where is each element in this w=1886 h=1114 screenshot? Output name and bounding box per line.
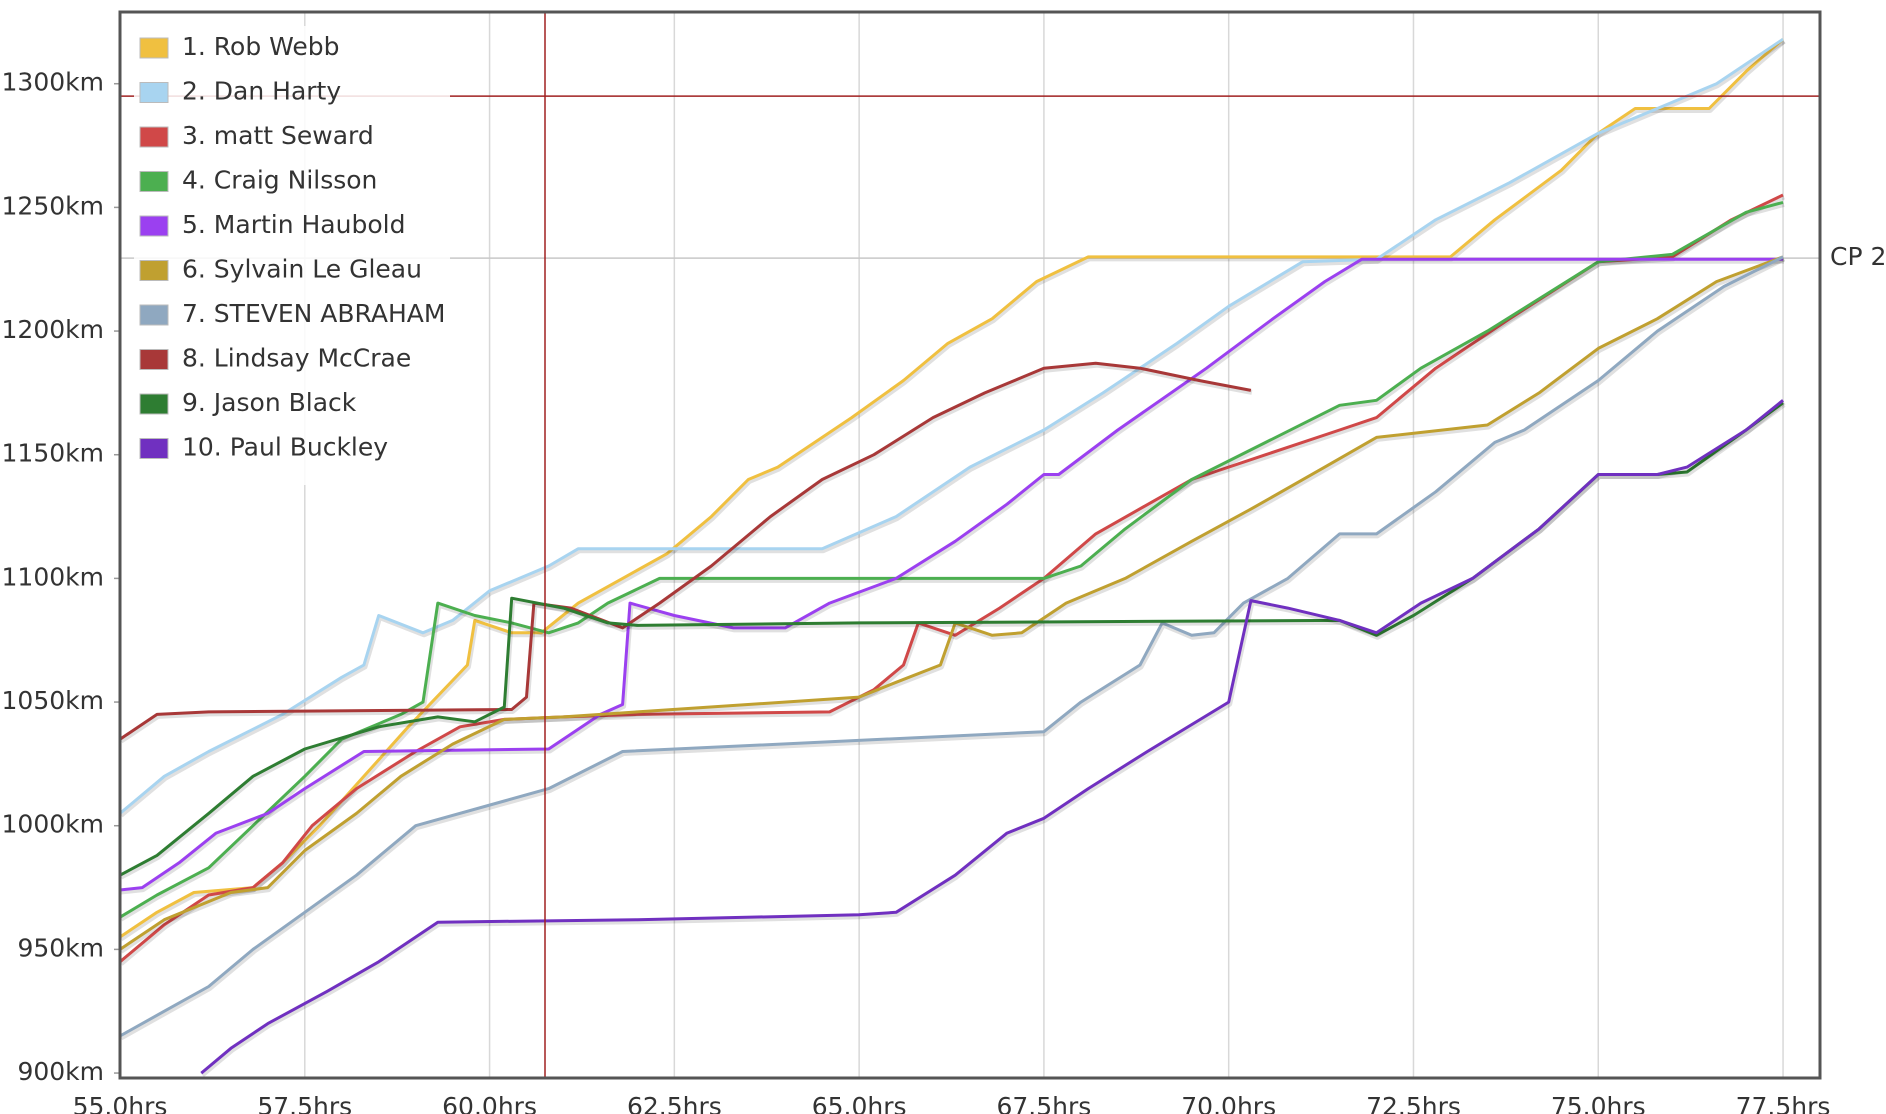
legend-background <box>134 26 450 485</box>
x-tick-label: 62.5hrs <box>627 1092 722 1114</box>
legend-swatch <box>139 215 169 237</box>
legend: 1. Rob Webb 2. Dan Harty 3. matt Seward 4. … <box>134 26 450 485</box>
y-tick-label: 1050km <box>2 686 104 715</box>
x-tick-label: 72.5hrs <box>1366 1092 1461 1114</box>
series-line <box>119 37 1784 815</box>
series-shadow <box>119 402 1786 880</box>
series-line <box>119 255 1784 1038</box>
legend-label: 4. Craig Nilsson <box>182 166 377 195</box>
series-line <box>119 193 1784 963</box>
x-tick-label: 55.0hrs <box>73 1092 168 1114</box>
x-tick-label: 60.0hrs <box>442 1092 537 1114</box>
series-shadow <box>119 194 1786 966</box>
series-line <box>119 38 1784 939</box>
x-tick-label: 75.0hrs <box>1551 1092 1646 1114</box>
legend-label: 10. Paul Buckley <box>182 433 388 462</box>
reference-label: CP 2 <box>1830 242 1886 271</box>
legend-swatch <box>139 438 169 459</box>
y-tick-label: 1000km <box>2 810 104 839</box>
x-tick-label: 70.0hrs <box>1181 1092 1276 1114</box>
legend-label: 9. Jason Black <box>182 388 357 417</box>
legend-swatch <box>139 349 169 370</box>
series-shadow <box>119 39 1786 818</box>
y-tick-label: 1200km <box>2 315 104 344</box>
series-shadow <box>119 362 1253 744</box>
series-line <box>119 361 1252 741</box>
legend-label: 1. Rob Webb <box>182 32 340 61</box>
series-line <box>119 200 1784 919</box>
series-shadow <box>200 400 1786 1078</box>
y-tick-label: 1300km <box>2 68 104 97</box>
y-tick-label: 1150km <box>2 439 104 468</box>
legend-label: 5. Martin Haubold <box>182 210 405 239</box>
y-tick-label: 950km <box>17 933 104 962</box>
x-tick-label: 77.5hrs <box>1736 1092 1831 1114</box>
plot-frame <box>118 10 1822 1080</box>
legend-swatch <box>139 393 169 415</box>
legend-label: 2. Dan Harty <box>182 77 341 106</box>
series-shadow <box>119 39 1786 942</box>
y-tick-label: 900km <box>17 1057 104 1086</box>
y-tick-label: 1100km <box>2 562 104 591</box>
x-tick-label: 67.5hrs <box>997 1092 1092 1114</box>
legend-swatch <box>139 82 169 103</box>
legend-swatch <box>139 126 169 148</box>
series-shadow <box>119 201 1785 922</box>
series-line <box>200 399 1784 1075</box>
x-tick-label: 65.0hrs <box>812 1092 907 1114</box>
legend-label: 6. Sylvain Le Gleau <box>182 255 422 284</box>
y-tick-label: 1250km <box>2 191 104 220</box>
legend-swatch <box>139 171 169 192</box>
legend-label: 8. Lindsay McCrae <box>182 344 411 373</box>
series-shadow <box>119 256 1785 954</box>
legend-label: 7. STEVEN ABRAHAM <box>182 299 445 328</box>
legend-swatch <box>139 260 169 281</box>
legend-label: 3. matt Seward <box>182 121 374 150</box>
x-tick-label: 57.5hrs <box>257 1092 352 1114</box>
legend-swatch <box>139 37 169 59</box>
legend-swatch <box>139 304 169 326</box>
